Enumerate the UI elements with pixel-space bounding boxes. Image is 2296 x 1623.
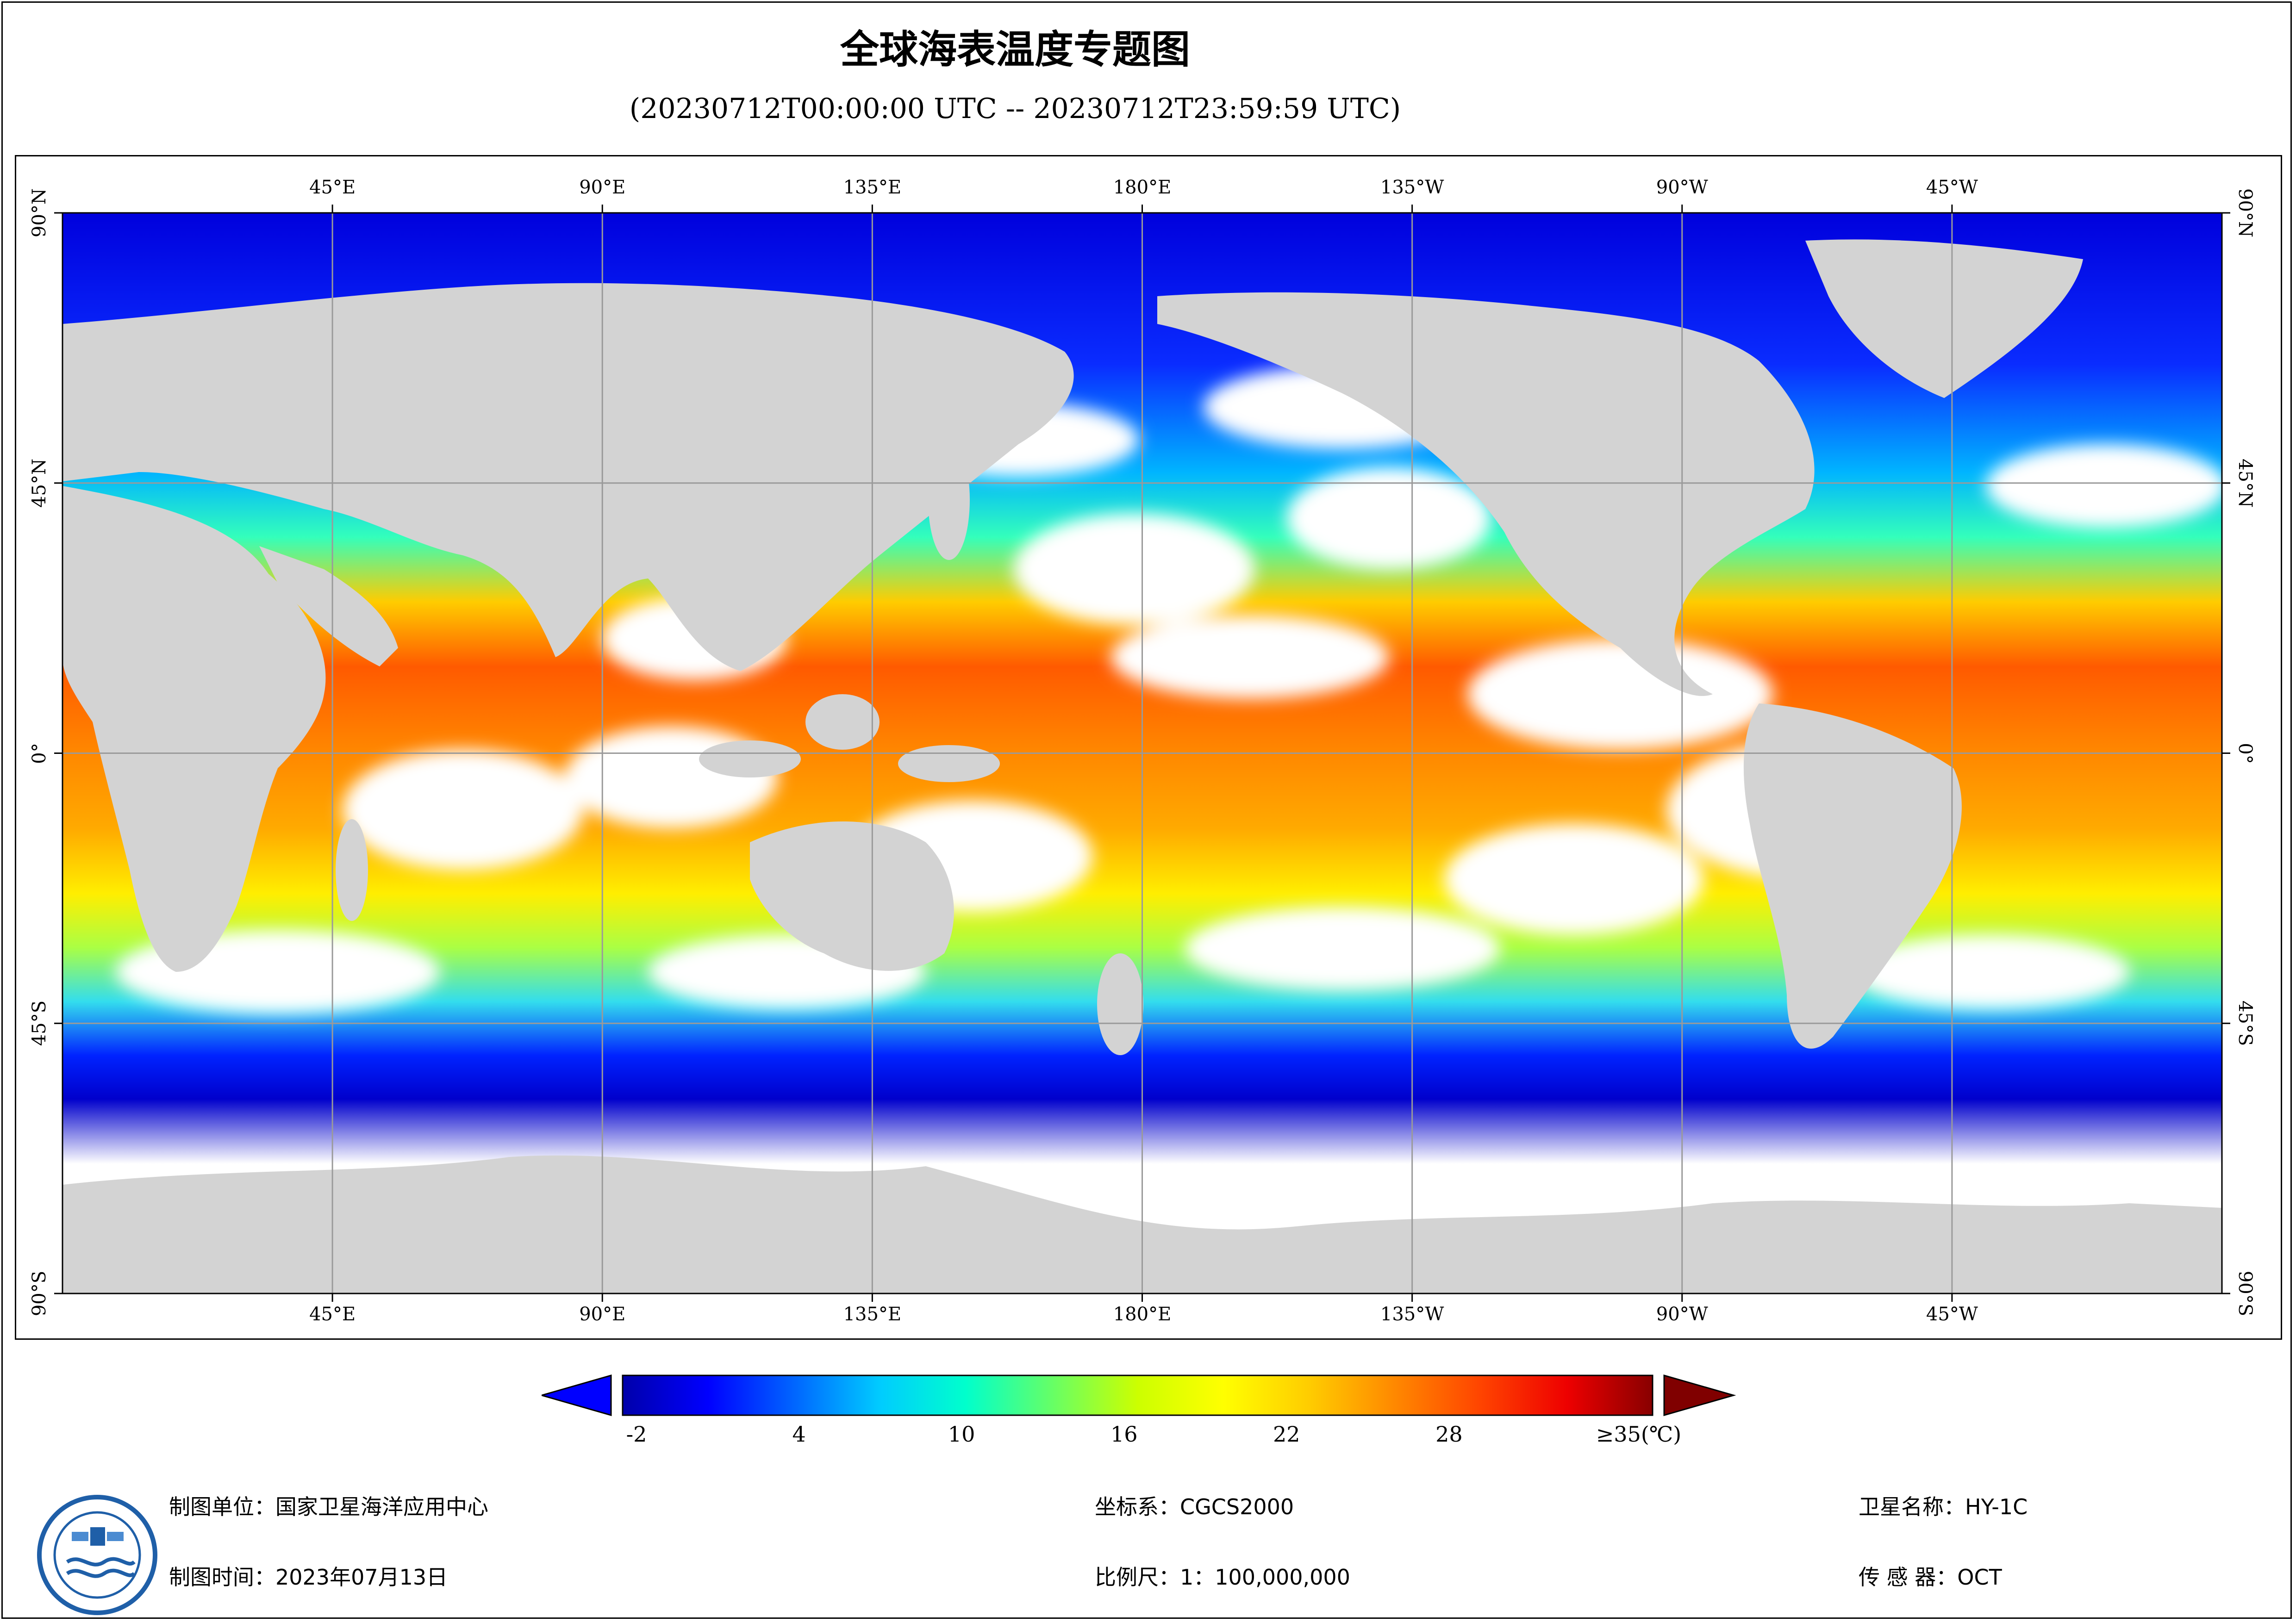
scale-label: 比例尺：1：100,000,000: [1095, 1565, 1350, 1590]
colorbar-tick-label: 4: [792, 1422, 806, 1447]
graticule: [62, 213, 2222, 1293]
colorbar-under-arrow: [542, 1374, 612, 1416]
japan: [928, 440, 970, 560]
satellite-name-label: 卫星名称：HY-1C: [1859, 1494, 2028, 1519]
producer-label: 制图单位：国家卫星海洋应用中心: [169, 1494, 488, 1519]
greenland: [1805, 239, 2083, 398]
new-guinea: [898, 745, 1000, 782]
colorbar-over-arrow: [1663, 1374, 1736, 1416]
longitude-label-bottom: 135°W: [1380, 1304, 1444, 1325]
longitude-label-top: 45°W: [1926, 177, 1978, 198]
longitude-label-bottom: 135°E: [843, 1304, 902, 1325]
longitude-label-top: 180°E: [1113, 177, 1172, 198]
longitude-label-bottom: 45°E: [309, 1304, 356, 1325]
sensor-label: 传 感 器：OCT: [1859, 1565, 2002, 1590]
madagascar: [336, 819, 368, 921]
time-range-subtitle: (20230712T00:00:00 UTC -- 20230712T23:59…: [629, 93, 1401, 125]
borneo: [805, 694, 880, 750]
longitude-label-top: 135°E: [843, 177, 902, 198]
longitude-label-bottom: 180°E: [1113, 1304, 1172, 1325]
map-inner-frame: [62, 212, 2223, 1294]
map-frame: [15, 155, 2282, 1340]
coordinate-system-label: 坐标系：CGCS2000: [1095, 1494, 1294, 1519]
longitude-label-top: 90°W: [1656, 177, 1708, 198]
new-zealand: [1097, 953, 1143, 1055]
longitude-label-top: 45°E: [309, 177, 356, 198]
satellite-ocean-logo-icon: [37, 1495, 157, 1615]
colorbar-tick-label: 28: [1435, 1422, 1463, 1447]
colorbar-tick-label: 22: [1273, 1422, 1300, 1447]
colorbar-gradient: [622, 1374, 1653, 1416]
colorbar-tick-label: 16: [1110, 1422, 1138, 1447]
africa: [62, 486, 326, 972]
eurasia: [62, 283, 1074, 671]
production-date-label: 制图时间：2023年07月13日: [169, 1565, 448, 1590]
sst-map[interactable]: [0, 0, 2296, 1342]
south-america: [1743, 703, 1962, 1049]
longitude-label-top: 90°E: [579, 177, 626, 198]
colorbar: [542, 1374, 1736, 1416]
colorbar-tick-label: ≥35(℃): [1596, 1422, 1682, 1447]
longitude-label-bottom: 90°E: [579, 1304, 626, 1325]
axis-ticks: [54, 205, 2230, 1302]
longitude-label-top: 135°W: [1380, 177, 1444, 198]
colorbar-tick-label: -2: [626, 1422, 647, 1447]
north-america: [1157, 292, 1815, 696]
australia: [750, 821, 954, 971]
colorbar-tick-label: 10: [948, 1422, 975, 1447]
longitude-label-bottom: 90°W: [1656, 1304, 1708, 1325]
longitude-label-bottom: 45°W: [1926, 1304, 1978, 1325]
arabia: [259, 546, 398, 666]
indonesia: [699, 740, 801, 777]
map-title: 全球海表温度专题图: [840, 27, 1190, 72]
